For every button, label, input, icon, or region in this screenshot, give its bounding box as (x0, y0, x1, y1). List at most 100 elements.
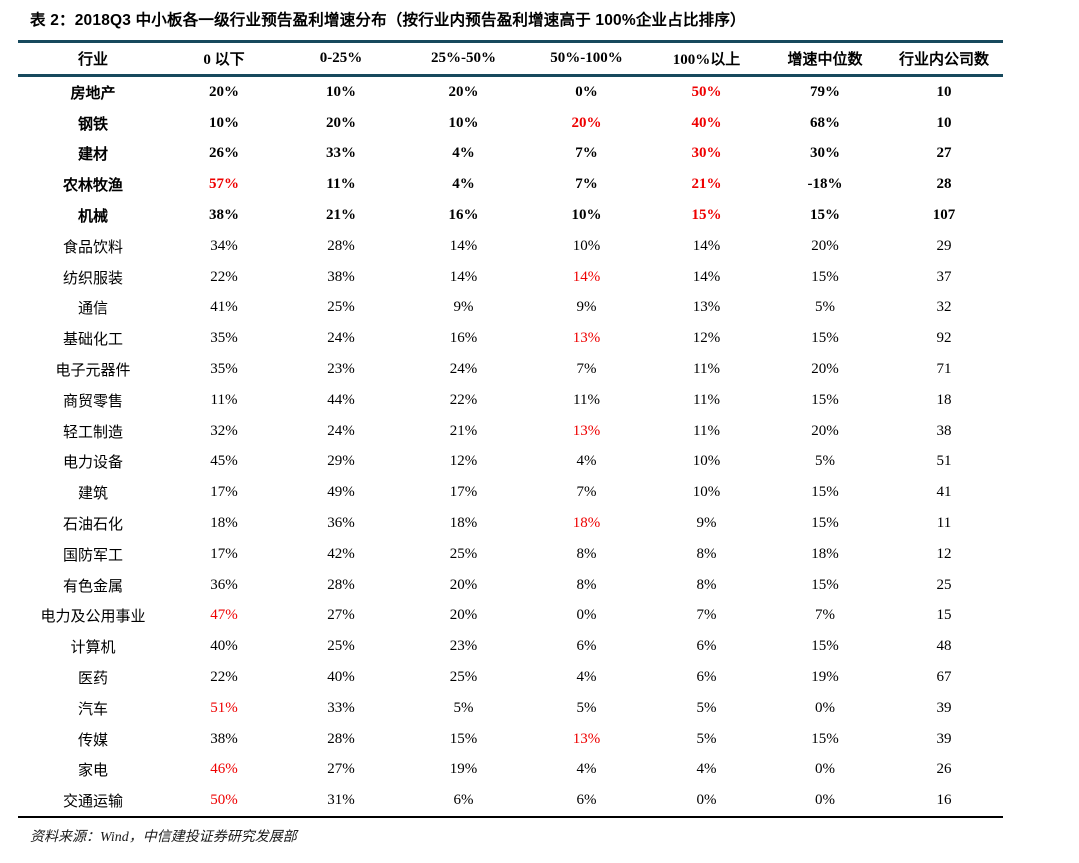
value-cell: 20% (811, 237, 839, 254)
value-cell: 14% (692, 237, 721, 254)
industry-name-cell: 医药 (77, 671, 108, 688)
value-cell: 8% (576, 576, 597, 593)
value-cell: 5% (696, 730, 717, 747)
value-cell: 17% (210, 484, 238, 501)
value-cell: 26% (209, 145, 239, 162)
value-cell: 28% (327, 576, 355, 593)
value-cell: 24% (327, 422, 355, 439)
industry-name-cell: 钢铁 (77, 116, 108, 133)
value-cell: 15% (811, 330, 839, 347)
table-row: 汽车 51% 33% 5% 5% 5% 0% 39 (18, 693, 1003, 724)
table-row: 商贸零售 11% 44% 22% 11% 11% 15% 18 (18, 385, 1003, 416)
value-cell: 46% (210, 761, 238, 778)
col-header-2: 0-25% (319, 50, 363, 66)
table-row: 交通运输 50% 31% 6% 6% 0% 0% 16 (18, 785, 1003, 818)
value-cell: 11 (936, 515, 952, 532)
table-row: 电力设备 45% 29% 12% 4% 10% 5% 51 (18, 447, 1003, 478)
value-cell: 20% (209, 83, 239, 100)
report-table-page: 表 2：2018Q3 中小板各一级行业预告盈利增速分布（按行业内预告盈利增速高于… (0, 8, 1079, 863)
value-cell: 21% (449, 422, 478, 439)
value-cell: 15% (811, 391, 839, 408)
value-cell: 24% (449, 361, 478, 378)
value-cell: 10% (572, 237, 601, 254)
value-cell: 10% (571, 207, 602, 224)
value-cell: 9% (453, 299, 474, 316)
value-cell: 12 (936, 545, 952, 562)
value-cell: 5% (453, 699, 474, 716)
value-cell: 16% (449, 330, 478, 347)
industry-name-cell: 有色金属 (62, 578, 123, 595)
industry-name-cell: 机械 (77, 209, 108, 226)
value-cell: 23% (449, 638, 478, 655)
value-cell: 28 (936, 176, 952, 193)
table-row: 传媒 38% 28% 15% 13% 5% 15% 39 (18, 724, 1003, 755)
value-cell: 27 (936, 145, 952, 162)
value-cell: 0% (815, 761, 835, 778)
value-cell: 12% (449, 453, 478, 470)
table-row: 家电 46% 27% 19% 4% 4% 0% 26 (18, 755, 1003, 786)
value-cell: 18 (936, 391, 952, 408)
value-cell: 15% (811, 638, 839, 655)
value-cell: 24% (327, 330, 355, 347)
value-cell: 15% (811, 484, 839, 501)
value-cell: 38 (936, 422, 952, 439)
value-cell: 29% (327, 453, 355, 470)
value-cell: 11% (693, 422, 720, 439)
value-cell: 20% (449, 576, 478, 593)
value-cell: 26 (936, 761, 952, 778)
value-cell: 92 (936, 330, 952, 347)
value-cell: 30% (691, 145, 722, 162)
value-cell: 38% (209, 207, 239, 224)
value-cell: 25 (936, 576, 952, 593)
value-cell: 7% (815, 607, 835, 624)
value-cell: 9% (696, 515, 717, 532)
value-cell: 21% (691, 176, 722, 193)
col-header-0: 行业 (77, 52, 108, 68)
industry-name-cell: 电力及公用事业 (40, 609, 146, 626)
value-cell: 20% (326, 114, 356, 131)
industry-name-cell: 建材 (77, 147, 108, 164)
value-cell: 10% (326, 83, 356, 100)
industry-name-cell: 食品饮料 (62, 239, 123, 256)
value-cell: 13% (572, 730, 601, 747)
value-cell: 32 (936, 299, 952, 316)
value-cell: 35% (210, 361, 238, 378)
value-cell: 107 (932, 207, 956, 224)
value-cell: 27% (327, 761, 355, 778)
table-row: 电力及公用事业 47% 27% 20% 0% 7% 7% 15 (18, 601, 1003, 632)
value-cell: 33% (326, 145, 356, 162)
industry-name-cell: 家电 (77, 763, 108, 780)
value-cell: 21% (326, 207, 356, 224)
value-cell: 13% (572, 422, 601, 439)
industry-name-cell: 轻工制造 (62, 424, 123, 441)
table-row: 轻工制造 32% 24% 21% 13% 11% 20% 38 (18, 416, 1003, 447)
value-cell: 5% (815, 453, 835, 470)
value-cell: 25% (449, 669, 478, 686)
value-cell: 31% (327, 792, 355, 809)
value-cell: 20% (811, 422, 839, 439)
value-cell: 18% (572, 515, 601, 532)
value-cell: 13% (692, 299, 721, 316)
value-cell: 41% (210, 299, 238, 316)
value-cell: 20% (448, 83, 479, 100)
value-cell: 35% (210, 330, 238, 347)
value-cell: 45% (210, 453, 238, 470)
value-cell: 6% (576, 792, 597, 809)
industry-name-cell: 交通运输 (62, 794, 123, 811)
value-cell: 25% (449, 545, 478, 562)
value-cell: 32% (210, 422, 238, 439)
value-cell: 7% (576, 361, 597, 378)
value-cell: 4% (576, 761, 597, 778)
value-cell: 8% (576, 545, 597, 562)
value-cell: 6% (576, 638, 597, 655)
industry-name-cell: 商贸零售 (62, 393, 123, 410)
value-cell: 14% (572, 268, 601, 285)
table-row: 通信 41% 25% 9% 9% 13% 5% 32 (18, 293, 1003, 324)
value-cell: 6% (696, 669, 717, 686)
value-cell: 51% (210, 699, 238, 716)
value-cell: 68% (810, 114, 840, 131)
table-title: 表 2：2018Q3 中小板各一级行业预告盈利增速分布（按行业内预告盈利增速高于… (30, 12, 746, 29)
table-row: 医药 22% 40% 25% 4% 6% 19% 67 (18, 662, 1003, 693)
table-row: 基础化工 35% 24% 16% 13% 12% 15% 92 (18, 323, 1003, 354)
industry-name-cell: 石油石化 (62, 517, 123, 534)
